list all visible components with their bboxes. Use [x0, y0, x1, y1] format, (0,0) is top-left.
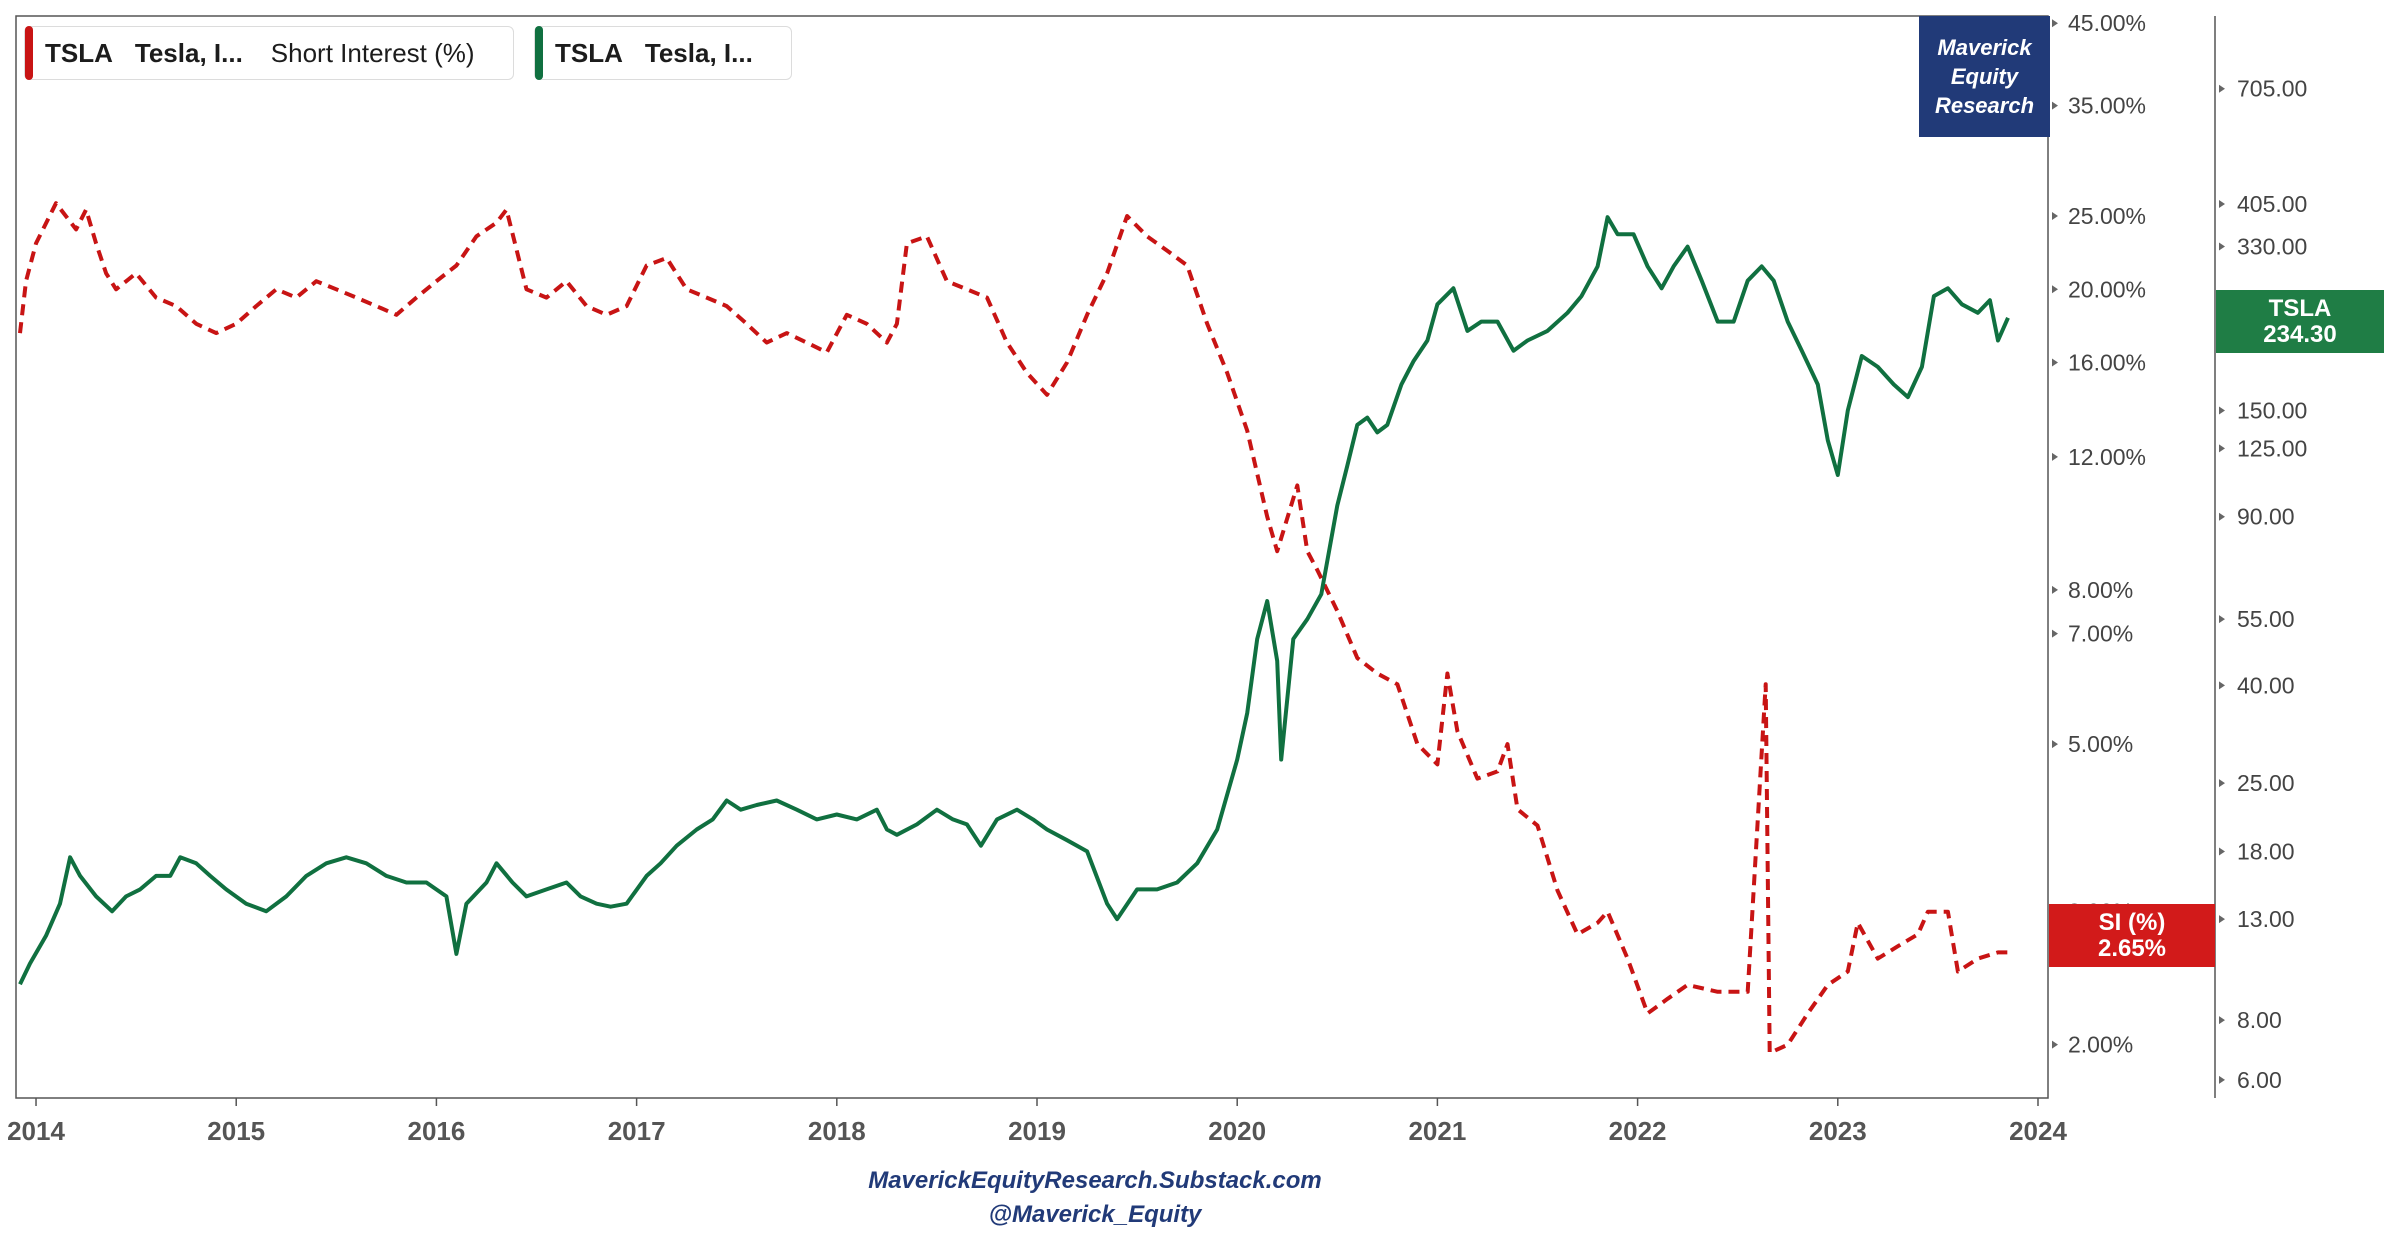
price-line [18, 215, 2010, 986]
left-axis-tick-mark [2052, 101, 2058, 110]
brand-line: Maverick [1937, 35, 2032, 60]
left-axis-tick-label: 12.00% [2068, 444, 2146, 470]
price-badge-label: TSLA [2268, 294, 2332, 322]
legend-symbol: TSLA [555, 37, 623, 68]
left-axis-tick-label: 20.00% [2068, 276, 2146, 302]
right-axis-tick-mark [2219, 779, 2225, 788]
legend-metric: Short Interest (%) [270, 37, 475, 68]
x-tick-label: 2014 [7, 1116, 65, 1146]
left-axis-tick-mark [2052, 629, 2058, 638]
brand-logo: Maverick Equity Research [1919, 16, 2050, 137]
right-axis-tick-mark [2219, 1016, 2225, 1025]
brand-line: Equity [1950, 64, 2019, 89]
legend-symbol: TSLA [45, 37, 113, 68]
short-interest-badge-value: 2.65% [2097, 934, 2167, 962]
right-axis-tick-mark [2219, 406, 2225, 415]
left-axis-tick-mark [2052, 740, 2058, 749]
legend-short-interest[interactable]: TSLA Tesla, I... Short Interest (%) [24, 26, 514, 80]
x-tick-label: 2019 [1008, 1116, 1066, 1146]
right-axis-tick-mark [2219, 847, 2225, 856]
right-axis-tick-mark [2219, 915, 2225, 924]
left-axis-tick-mark [2052, 285, 2058, 294]
right-axis-tick-label: 405.00 [2237, 191, 2307, 217]
x-tick-label: 2022 [1609, 1116, 1667, 1146]
short-interest-badge: SI (%) 2.65% [2049, 904, 2215, 967]
left-axis-tick-mark [2052, 212, 2058, 221]
legend-company: Tesla, I... [134, 37, 243, 68]
x-tick-label: 2018 [808, 1116, 866, 1146]
left-axis-tick-mark [2052, 358, 2058, 367]
right-axis-tick-mark [2219, 444, 2225, 453]
left-axis-tick-label: 7.00% [2068, 621, 2133, 647]
right-axis-tick-mark [2219, 242, 2225, 251]
legend-company: Tesla, I... [644, 37, 753, 68]
right-axis-tick-label: 25.00 [2237, 770, 2295, 796]
right-axis-tick-label: 13.00 [2237, 906, 2295, 932]
left-axis-tick-label: 35.00% [2068, 93, 2146, 119]
right-axis-tick-label: 40.00 [2237, 672, 2295, 698]
right-axis-tick-label: 705.00 [2237, 76, 2307, 102]
x-tick-label: 2020 [1208, 1116, 1266, 1146]
right-axis-tick-mark [2219, 681, 2225, 690]
right-axis-tick-mark [2219, 615, 2225, 624]
left-axis-tick-label: 16.00% [2068, 349, 2146, 375]
x-tick-label: 2017 [608, 1116, 666, 1146]
brand-line: Research [1934, 93, 2035, 118]
right-axis-tick-label: 330.00 [2237, 234, 2307, 260]
right-axis-tick-mark [2219, 1075, 2225, 1084]
plot-frame [15, 15, 2049, 1099]
price-badge: TSLA 234.30 [2216, 290, 2384, 353]
footer-handle: @Maverick_Equity [988, 1201, 1202, 1228]
left-axis-tick-label: 8.00% [2068, 577, 2133, 603]
short-interest-badge-label: SI (%) [2098, 908, 2166, 936]
left-axis-tick-label: 2.00% [2068, 1032, 2133, 1058]
right-axis-tick-mark [2219, 84, 2225, 93]
x-tick-label: 2016 [407, 1116, 465, 1146]
right-axis-tick-label: 6.00 [2237, 1067, 2282, 1093]
legend-color-price [535, 26, 543, 80]
x-tick-label: 2021 [1408, 1116, 1466, 1146]
legend-price[interactable]: TSLA Tesla, I... [534, 26, 792, 80]
short-interest-line [18, 201, 2010, 1055]
left-axis-tick-label: 5.00% [2068, 731, 2133, 757]
right-axis-tick-label: 125.00 [2237, 435, 2307, 461]
right-axis-tick-label: 18.00 [2237, 838, 2295, 864]
left-axis-tick-mark [2052, 1040, 2058, 1049]
left-axis-tick-mark [2052, 19, 2058, 28]
x-tick-label: 2015 [207, 1116, 265, 1146]
right-axis-tick-label: 8.00 [2237, 1007, 2282, 1033]
left-axis-tick-label: 25.00% [2068, 203, 2146, 229]
left-axis-tick-mark [2052, 452, 2058, 461]
price-badge-value: 234.30 [2263, 320, 2337, 348]
right-axis-tick-label: 90.00 [2237, 504, 2295, 530]
right-axis-tick-label: 150.00 [2237, 398, 2307, 424]
right-axis-tick-mark [2219, 199, 2225, 208]
x-tick-label: 2024 [2009, 1116, 2067, 1146]
x-tick-label: 2023 [1809, 1116, 1867, 1146]
left-axis-tick-label: 45.00% [2068, 10, 2146, 36]
footer-url: MaverickEquityResearch.Substack.com [868, 1167, 1322, 1194]
left-axis-tick-mark [2052, 585, 2058, 594]
legend-color-short-interest [25, 26, 33, 80]
right-axis-tick-mark [2219, 512, 2225, 521]
right-axis-tick-label: 55.00 [2237, 606, 2295, 632]
